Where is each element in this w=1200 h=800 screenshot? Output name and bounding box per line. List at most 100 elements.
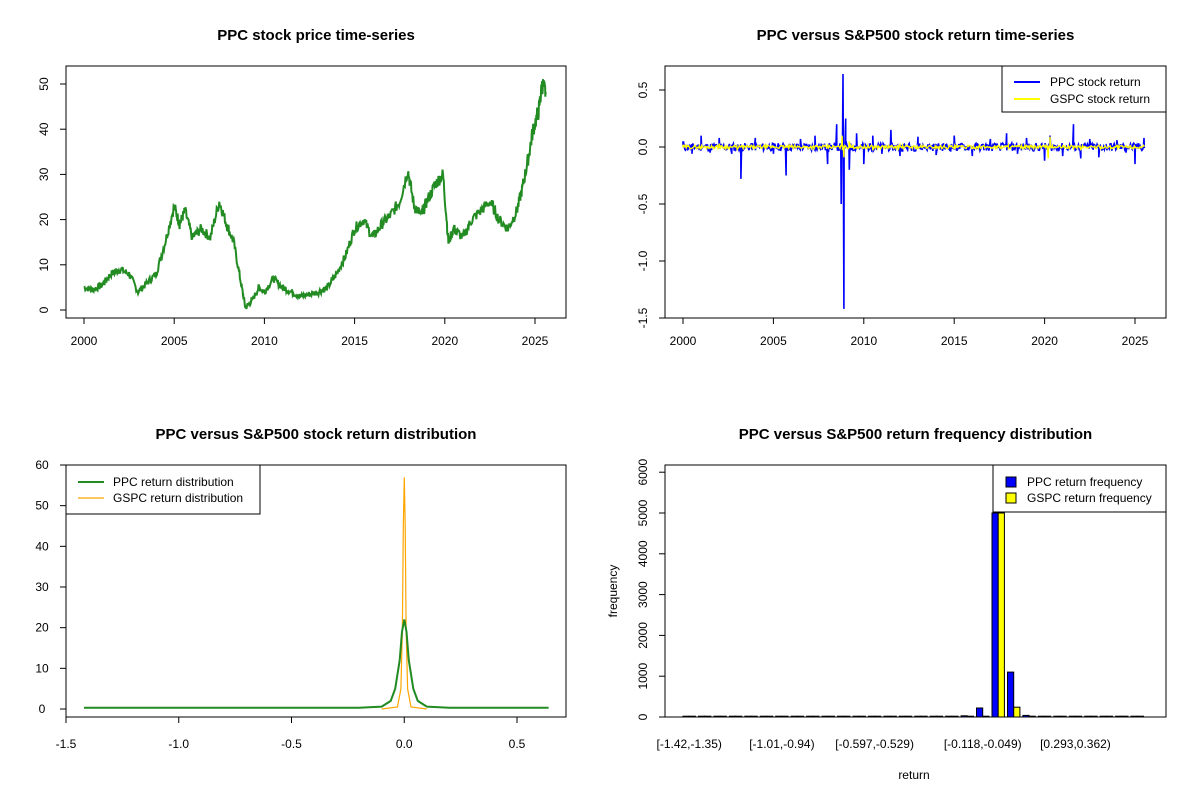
legend-label: PPC return frequency	[1027, 475, 1142, 489]
bar-ppc	[1022, 714, 1030, 718]
y-tick-label: 40	[35, 539, 49, 553]
bar-gspc	[688, 715, 696, 718]
x-tick-label: [-1.42,-1.35)	[657, 737, 722, 751]
bar-gspc	[874, 715, 882, 718]
bar-ppc	[945, 715, 953, 718]
bar-gspc	[1044, 715, 1052, 718]
x-tick-label: -1.5	[56, 737, 77, 751]
bar-ppc	[1115, 715, 1123, 718]
bar-gspc	[935, 715, 944, 718]
bar-gspc	[781, 715, 789, 718]
plot-frame	[65, 464, 567, 718]
bar-ppc	[1053, 715, 1061, 718]
bar-gspc	[1090, 715, 1098, 718]
bar-ppc	[759, 715, 767, 718]
y-tick-label: 0	[39, 702, 46, 716]
x-tick-label: [0.293,0.362)	[1040, 737, 1111, 751]
x-tick-label: -1.0	[168, 737, 189, 751]
y-tick-label: 5000	[636, 499, 650, 526]
x-tick-label: [-0.597,-0.529)	[835, 737, 914, 751]
bar-ppc	[960, 715, 968, 718]
bar-ppc	[1130, 715, 1138, 718]
x-tick-label: -0.5	[281, 737, 302, 751]
bar-ppc	[682, 715, 690, 718]
bar-ppc	[1099, 715, 1107, 718]
bar-gspc	[750, 715, 758, 718]
y-tick-label: 20	[37, 213, 51, 227]
x-tick-label: 2020	[431, 334, 458, 348]
x-tick-label: 2015	[341, 334, 368, 348]
bar-gspc	[796, 715, 805, 718]
y-axis-label: frequency	[606, 565, 620, 618]
bar-ppc	[867, 715, 876, 718]
bar-gspc	[812, 715, 820, 718]
bar-gspc	[843, 715, 851, 718]
y-tick-label: 2000	[636, 622, 650, 649]
bar-gspc	[735, 715, 743, 718]
bar-gspc	[704, 715, 712, 718]
legend-label: PPC stock return	[1050, 75, 1141, 89]
y-tick-label: 50	[35, 499, 49, 513]
bar-gspc	[905, 715, 913, 718]
series-line-gspc	[682, 135, 1145, 159]
x-tick-label: 0.5	[509, 737, 526, 751]
bar-gspc	[1059, 715, 1067, 718]
y-tick-label: -1.0	[636, 250, 650, 271]
bar-gspc	[719, 715, 727, 718]
bar-ppc	[898, 715, 906, 718]
x-tick-label: 2025	[1122, 334, 1149, 348]
y-tick-label: 4000	[636, 540, 650, 567]
bar-ppc	[1037, 715, 1046, 718]
bar-ppc	[806, 715, 814, 718]
bar-gspc	[858, 715, 866, 718]
chart-panel-4: PPC versus S&P500 return frequency distr…	[606, 426, 1167, 782]
plot-frame	[65, 65, 567, 319]
y-tick-label: 30	[37, 167, 51, 181]
x-tick-label: 0.0	[396, 737, 413, 751]
density-line-gspc	[381, 477, 427, 710]
y-tick-label: 10	[35, 661, 49, 675]
bar-gspc	[966, 715, 974, 718]
y-tick-label: 50	[37, 77, 51, 91]
legend: PPC return distribution GSPC return distr…	[65, 464, 261, 515]
x-tick-label: [-1.01,-0.94)	[749, 737, 814, 751]
y-tick-label: 0.5	[636, 81, 650, 98]
legend: PPC return frequency GSPC return frequenc…	[992, 464, 1167, 513]
y-tick-label: 3000	[636, 581, 650, 608]
legend-label: GSPC stock return	[1050, 92, 1150, 106]
bar-gspc	[766, 715, 774, 718]
chart-title: PPC versus S&P500 return frequency distr…	[739, 426, 1092, 443]
y-tick-label: 40	[37, 122, 51, 136]
price-series-line	[83, 79, 547, 310]
bar-gspc	[1075, 715, 1083, 718]
legend-box	[992, 464, 1167, 513]
chart-panel-2: PPC versus S&P500 stock return time-seri…	[636, 27, 1167, 348]
x-tick-label: 2015	[941, 334, 968, 348]
bar-gspc	[827, 715, 835, 718]
x-tick-label: 2000	[670, 334, 697, 348]
y-tick-label: 6000	[636, 459, 650, 486]
bar-gspc	[1105, 715, 1114, 718]
x-tick-label: [-0.118,-0.049)	[944, 737, 1022, 751]
legend-swatch	[1005, 476, 1017, 488]
bar-ppc	[837, 715, 845, 718]
legend-label: GSPC return frequency	[1027, 491, 1152, 505]
chart-title: PPC versus S&P500 stock return time-seri…	[757, 27, 1075, 44]
bar-gspc	[1121, 715, 1129, 718]
legend-swatch	[1005, 492, 1017, 504]
density-line-ppc	[84, 619, 549, 709]
chart-title: PPC stock price time-series	[217, 27, 415, 44]
y-tick-label: 10	[37, 258, 51, 272]
x-tick-label: 2010	[251, 334, 278, 348]
y-tick-label: 30	[35, 580, 49, 594]
bar-gspc	[889, 715, 897, 718]
y-tick-label: 20	[35, 621, 49, 635]
bar-gspc	[920, 715, 928, 718]
y-tick-label: -0.5	[636, 193, 650, 214]
bar-gspc	[982, 715, 990, 718]
legend-box	[1001, 65, 1167, 113]
bar-ppc	[852, 715, 860, 718]
bar-ppc	[728, 715, 737, 718]
bar-ppc	[991, 512, 999, 718]
